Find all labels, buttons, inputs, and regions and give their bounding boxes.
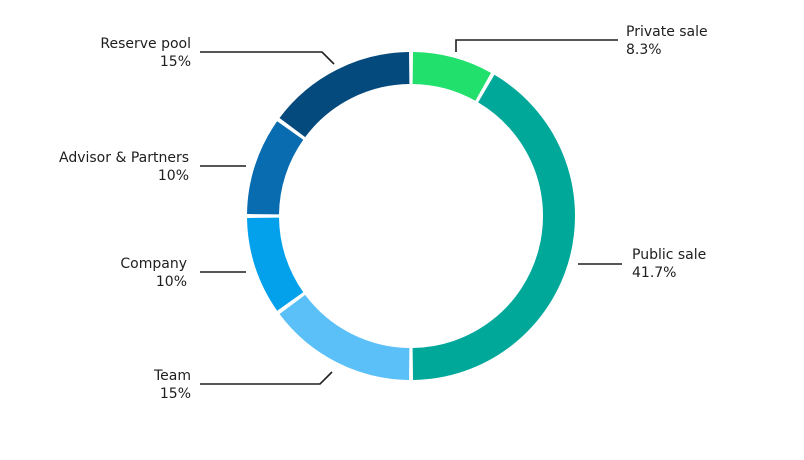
leader-lines-group	[200, 39, 622, 385]
slice-label: Company	[120, 256, 187, 272]
slice-team	[279, 294, 410, 380]
slice-label: Reserve pool	[100, 36, 191, 52]
slice-company	[247, 217, 304, 311]
leader-line	[200, 371, 333, 385]
slice-percentage: 10%	[158, 168, 189, 184]
leader-line	[200, 51, 335, 65]
slice-percentage: 10%	[156, 274, 187, 290]
slice-reserve-pool	[279, 52, 410, 138]
slice-label: Private sale	[626, 24, 708, 40]
slices-group	[247, 52, 575, 380]
slice-advisor-partners	[247, 121, 304, 215]
slice-percentage: 15%	[160, 54, 191, 70]
slice-percentage: 8.3%	[626, 42, 662, 58]
slice-private-sale	[412, 52, 491, 101]
leader-line	[455, 39, 618, 52]
slice-label: Advisor & Partners	[59, 150, 189, 166]
slice-label: Public sale	[632, 247, 706, 263]
slice-public-sale	[412, 74, 575, 380]
slice-percentage: 15%	[160, 386, 191, 402]
slice-label: Team	[153, 368, 191, 384]
slice-percentage: 41.7%	[632, 265, 676, 281]
labels-group: Private sale 8.3% Public sale 41.7% Team 15% C…	[59, 24, 708, 402]
